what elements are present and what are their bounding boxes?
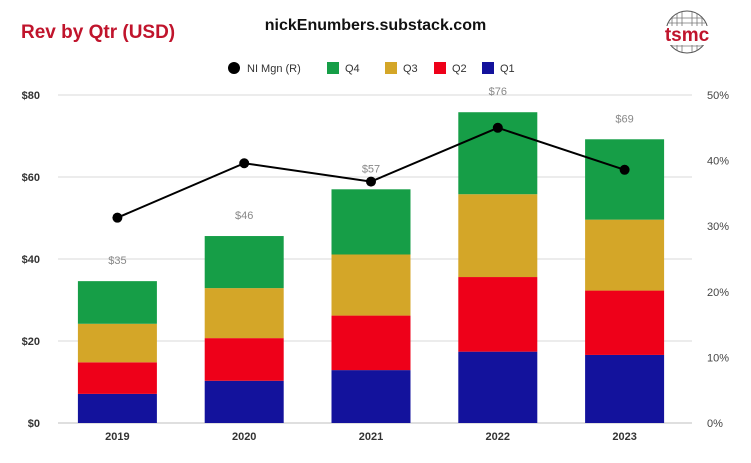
total-label-2019: $35: [108, 255, 126, 267]
bar-q1-2021: [331, 370, 411, 423]
legend-label: Q4: [345, 63, 360, 75]
bar-q4-2019: [77, 281, 157, 324]
ni-margin-point-2020: [239, 158, 250, 169]
left-axis-tick-label: $40: [22, 254, 40, 266]
bar-q4-2020: [204, 236, 284, 289]
bar-q1-2019: [77, 393, 157, 423]
bar-q4-2021: [331, 189, 411, 255]
left-axis-tick-label: $20: [22, 336, 40, 348]
tsmc-logo: tsmc: [657, 10, 717, 54]
right-axis-tick-label: 10%: [707, 352, 729, 364]
x-axis-tick-label: 2021: [359, 431, 383, 443]
logo-wordmark: tsmc: [665, 25, 710, 46]
bar-q2-2023: [585, 290, 665, 355]
ni-margin-point-2022: [492, 122, 503, 133]
right-axis-tick-label: 0%: [707, 418, 723, 430]
total-label-2020: $46: [235, 210, 253, 222]
legend-marker-q1: [482, 62, 494, 74]
total-label-2023: $69: [615, 113, 633, 125]
right-axis-tick-label: 40%: [707, 156, 729, 168]
bar-q1-2022: [458, 351, 538, 423]
ni-margin-point-2021: [366, 176, 376, 187]
bar-q1-2020: [204, 380, 284, 423]
right-axis-tick-label: 30%: [707, 221, 729, 233]
bar-q1-2023: [585, 354, 665, 423]
left-axis-tick-label: $80: [22, 90, 40, 102]
left-axis-tick-label: $0: [28, 418, 40, 430]
total-label-2021: $57: [362, 163, 380, 175]
bar-q4-2023: [585, 139, 665, 220]
legend-label: Q3: [403, 63, 418, 75]
bar-q3-2021: [331, 254, 411, 316]
x-axis-tick-label: 2022: [486, 431, 510, 443]
legend-label: Q2: [452, 63, 467, 75]
x-axis-tick-label: 2019: [105, 431, 129, 443]
right-axis-tick-label: 50%: [707, 90, 729, 102]
x-axis-tick-label: 2020: [232, 431, 256, 443]
legend-marker-q2: [434, 62, 446, 74]
bar-q3-2019: [77, 323, 157, 363]
bar-q2-2022: [458, 277, 538, 352]
ni-margin-point-2019: [112, 212, 123, 223]
legend-marker-q4: [327, 62, 339, 74]
legend-marker-ni-margin: [228, 62, 240, 74]
chart-title: Rev by Qtr (USD): [21, 22, 176, 43]
left-axis-tick-label: $60: [22, 172, 40, 184]
bar-q2-2021: [331, 315, 411, 371]
bar-q3-2022: [458, 194, 538, 278]
bar-q3-2020: [204, 288, 284, 339]
legend-label: Q1: [500, 63, 515, 75]
ni-margin-point-2023: [619, 164, 630, 175]
right-axis-tick-label: 20%: [707, 287, 729, 299]
bar-q3-2023: [585, 219, 665, 291]
total-label-2022: $76: [489, 86, 507, 98]
legend-label: NI Mgn (R): [247, 63, 301, 75]
x-axis-tick-label: 2023: [612, 431, 636, 443]
legend-marker-q3: [385, 62, 397, 74]
bar-q2-2019: [77, 362, 157, 394]
bar-q2-2020: [204, 338, 284, 381]
